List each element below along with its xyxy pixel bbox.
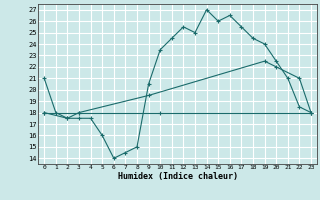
X-axis label: Humidex (Indice chaleur): Humidex (Indice chaleur) — [118, 172, 238, 181]
